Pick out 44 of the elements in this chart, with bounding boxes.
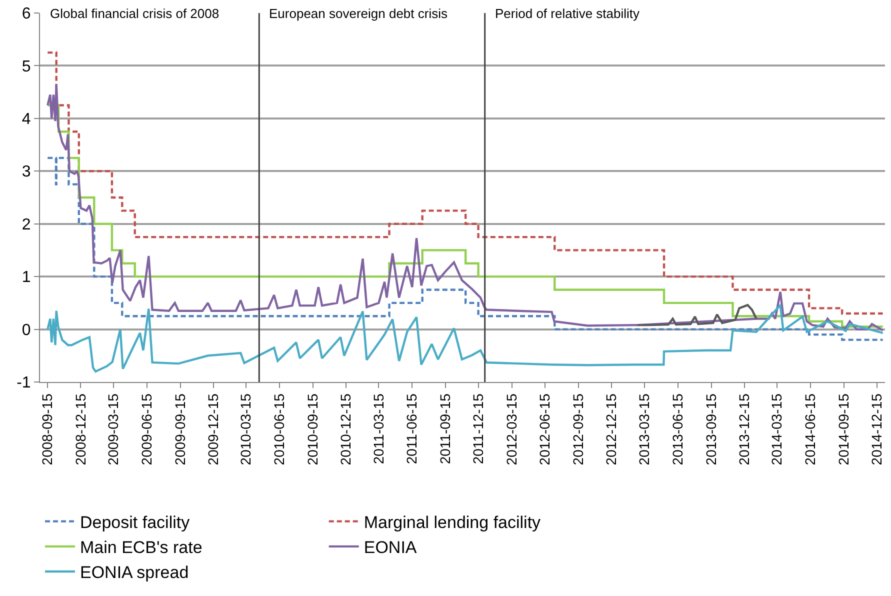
x-tick-label: 2010-03-15 (238, 393, 254, 466)
x-tick-label: 2009-09-15 (172, 393, 188, 466)
y-tick-label: 5 (22, 58, 31, 76)
x-tick-label: 2011-06-15 (404, 393, 420, 464)
x-tick-label: 2008-09-15 (39, 393, 56, 466)
annotation: Period of relative stability (495, 6, 640, 21)
x-tick-label: 2010-12-15 (338, 393, 354, 466)
x-tick-label: 2014-03-15 (768, 393, 785, 466)
x-tick-label: 2011-09-15 (437, 393, 454, 464)
x-tick-label: 2009-12-15 (204, 393, 221, 466)
y-tick-label: 6 (22, 6, 31, 23)
x-tick-label: 2011-12-15 (470, 393, 486, 464)
y-tick-label: 4 (22, 111, 31, 128)
y-tick-label: 2 (22, 216, 31, 234)
line-series (636, 304, 758, 326)
legend-label: EONIA (364, 538, 418, 558)
y-tick-label: 1 (22, 269, 31, 286)
x-tick-label: 2009-03-15 (104, 393, 121, 466)
x-tick-label: 2014-12-15 (868, 393, 885, 466)
x-tick-label: 2013-12-15 (736, 393, 752, 466)
x-tick-label: 2010-06-15 (271, 393, 288, 466)
y-tick-label: -1 (16, 374, 31, 392)
x-tick-label: 2012-09-15 (570, 393, 586, 466)
annotation: Global financial crisis of 2008 (50, 6, 220, 21)
x-tick-label: 2012-06-15 (536, 393, 553, 466)
y-tick-label: 3 (22, 164, 31, 181)
legend-label: Deposit facility (80, 512, 190, 532)
x-tick-label: 2014-09-15 (835, 393, 852, 466)
annotation: European sovereign debt crisis (269, 6, 448, 21)
x-tick-label: 2010-09-15 (304, 393, 320, 466)
x-tick-label: 2009-06-15 (138, 393, 154, 466)
x-tick-label: 2013-09-15 (702, 393, 719, 466)
x-tick-label: 2012-12-15 (603, 393, 620, 466)
legend-label: Marginal lending facility (364, 512, 542, 532)
legend-label: Main ECB's rate (80, 538, 202, 558)
x-tick-label: 2012-03-15 (503, 393, 520, 466)
x-tick-label: 2011-03-15 (370, 393, 386, 464)
x-tick-label: 2013-03-15 (636, 393, 652, 466)
y-tick-label: 0 (22, 322, 31, 339)
x-tick-label: 2013-06-15 (669, 393, 686, 466)
legend-label: EONIA spread (80, 563, 189, 582)
x-tick-label: 2008-12-15 (72, 393, 88, 466)
line-series (46, 304, 884, 373)
x-tick-label: 2014-06-15 (802, 393, 818, 466)
